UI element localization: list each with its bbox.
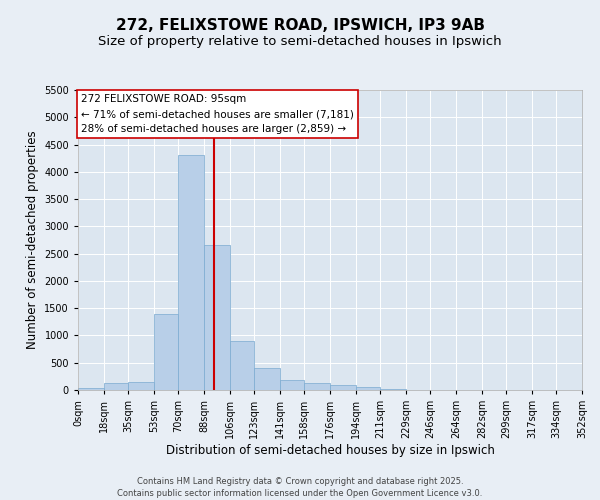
Bar [254,368,280,390]
Bar [204,246,230,390]
Bar [178,156,204,390]
Bar [330,385,356,390]
Text: Size of property relative to semi-detached houses in Ipswich: Size of property relative to semi-detach… [98,35,502,48]
Bar [128,382,154,390]
Bar [154,314,178,390]
Bar [104,383,128,390]
Bar [304,384,330,390]
Bar [280,380,304,390]
X-axis label: Distribution of semi-detached houses by size in Ipswich: Distribution of semi-detached houses by … [166,444,494,457]
Bar [230,341,254,390]
Text: Contains HM Land Registry data © Crown copyright and database right 2025.
Contai: Contains HM Land Registry data © Crown c… [118,476,482,498]
Y-axis label: Number of semi-detached properties: Number of semi-detached properties [26,130,38,350]
Text: 272, FELIXSTOWE ROAD, IPSWICH, IP3 9AB: 272, FELIXSTOWE ROAD, IPSWICH, IP3 9AB [115,18,485,32]
Text: 272 FELIXSTOWE ROAD: 95sqm
← 71% of semi-detached houses are smaller (7,181)
28%: 272 FELIXSTOWE ROAD: 95sqm ← 71% of semi… [81,94,354,134]
Bar [78,388,104,390]
Bar [356,388,380,390]
